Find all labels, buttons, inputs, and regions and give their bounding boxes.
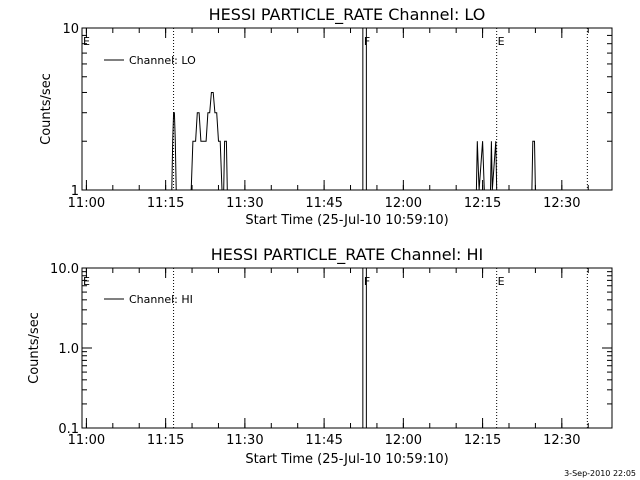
x-tick-label: 12:00 bbox=[385, 433, 422, 448]
y-tick-label: 0.1 bbox=[58, 422, 79, 437]
x-axis-label: Start Time (25-Jul-10 10:59:10) bbox=[245, 213, 448, 228]
event-marker-label: E bbox=[83, 275, 90, 288]
x-axis-label: Start Time (25-Jul-10 10:59:10) bbox=[245, 452, 448, 467]
chart-title: HESSI PARTICLE_RATE Channel: HI bbox=[211, 245, 484, 265]
y-tick-label: 10.0 bbox=[50, 262, 79, 277]
y-tick-label: 10 bbox=[62, 22, 79, 37]
series-line-lo bbox=[531, 140, 536, 191]
y-tick-label: 1 bbox=[71, 184, 79, 199]
event-marker-label: E bbox=[83, 35, 90, 48]
legend-entry: Channel: LO bbox=[129, 54, 196, 67]
event-marker-label: F bbox=[364, 35, 370, 48]
y-tick-label: 1.0 bbox=[58, 342, 79, 357]
series-line-lo bbox=[490, 141, 498, 191]
x-tick-label: 12:30 bbox=[543, 196, 580, 211]
series-line-lo bbox=[190, 92, 223, 191]
y-axis-label: Counts/sec bbox=[27, 312, 42, 384]
series-line-lo bbox=[223, 140, 228, 191]
panel-lo: HESSI PARTICLE_RATE Channel: LO 1 10 11:00 1… bbox=[39, 5, 613, 228]
event-marker-label: E bbox=[498, 275, 505, 288]
x-tick-label: 12:30 bbox=[543, 433, 580, 448]
x-tick-label: 12:15 bbox=[464, 433, 501, 448]
x-tick-label: 11:45 bbox=[305, 196, 342, 211]
plot-date-stamp: 3-Sep-2010 22:05 bbox=[564, 469, 636, 478]
series-line-lo bbox=[171, 112, 177, 191]
event-marker-label: F bbox=[364, 275, 370, 288]
y-axis-label: Counts/sec bbox=[39, 73, 54, 145]
panel-hi: HESSI PARTICLE_RATE Channel: HI 0.1 1.0 10.… bbox=[27, 245, 613, 467]
x-tick-label: 11:45 bbox=[305, 433, 342, 448]
x-tick-label: 11:15 bbox=[147, 196, 184, 211]
legend-entry: Channel: HI bbox=[129, 293, 193, 306]
series-line-lo bbox=[475, 141, 485, 191]
event-marker-label: E bbox=[498, 35, 505, 48]
x-tick-label: 11:30 bbox=[226, 196, 263, 211]
plot-frame bbox=[81, 267, 613, 429]
x-tick-label: 11:00 bbox=[68, 433, 105, 448]
chart-title: HESSI PARTICLE_RATE Channel: LO bbox=[209, 5, 486, 25]
x-tick-label: 12:00 bbox=[385, 196, 422, 211]
x-tick-label: 11:00 bbox=[68, 196, 105, 211]
x-tick-label: 11:15 bbox=[147, 433, 184, 448]
x-tick-label: 11:30 bbox=[226, 433, 263, 448]
x-tick-label: 12:15 bbox=[464, 196, 501, 211]
